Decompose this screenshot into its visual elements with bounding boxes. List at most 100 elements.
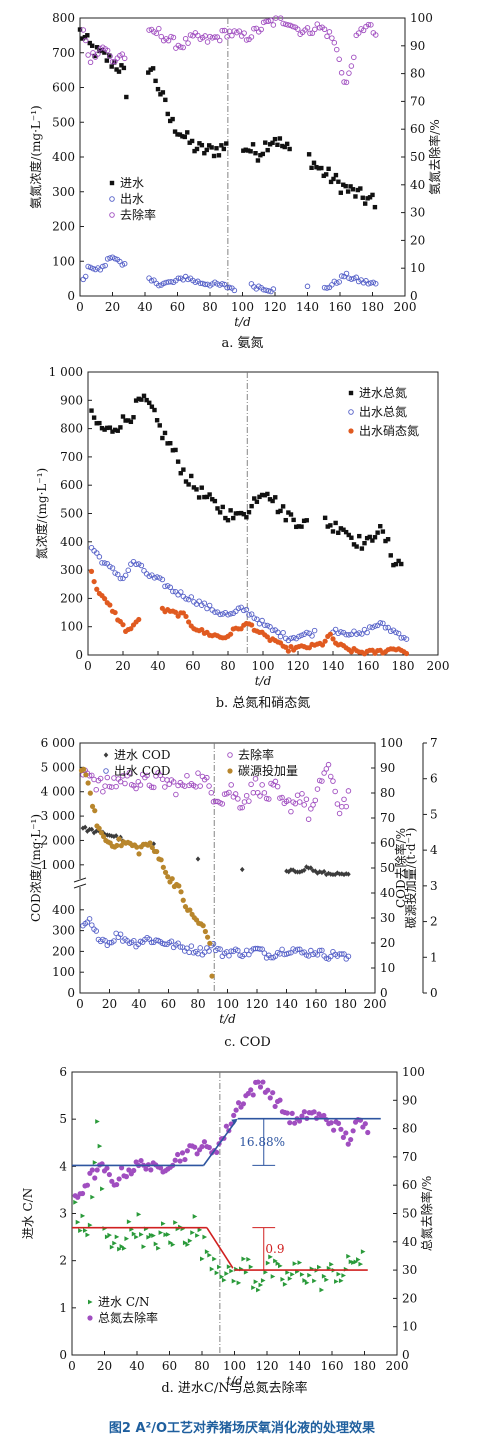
chart-caption: d. 进水C/N与总氮去除率: [161, 1380, 307, 1396]
cn-arrow: [206, 1227, 234, 1269]
data-point: [217, 946, 223, 952]
data-point: [165, 111, 170, 117]
data-point: [373, 32, 379, 38]
data-point: [219, 801, 226, 807]
legend-item: 碳源投加量: [227, 763, 298, 778]
mean-line-annotations: 16.88% 0.9: [72, 1117, 381, 1271]
x-tick-label: 200: [386, 1359, 409, 1373]
y-tick-label-right: 100: [380, 736, 403, 750]
data-point: [326, 29, 333, 35]
y-tick-label-right: 80: [380, 786, 395, 800]
data-point: [104, 256, 111, 262]
data-point: [165, 441, 170, 446]
data-point: [128, 419, 134, 425]
data-point: [285, 950, 292, 956]
data-point: [226, 284, 233, 291]
data-point: [334, 1279, 339, 1284]
legend-marker: [103, 768, 109, 774]
y-tick-label-left: 0: [67, 289, 75, 303]
y-tick-label-right: 100: [402, 1065, 425, 1079]
data-point: [279, 946, 285, 953]
data-point: [285, 797, 292, 803]
data-point: [86, 916, 93, 922]
data-point: [310, 802, 316, 808]
data-point: [97, 1143, 103, 1149]
x-tick-label: 20: [105, 300, 120, 314]
data-point: [362, 201, 368, 206]
data-point: [339, 803, 345, 810]
y-tick-label-left: 600: [60, 478, 83, 492]
legend-item: 去除率: [109, 207, 156, 222]
data-point: [162, 583, 168, 590]
x-tick-label: 60: [170, 300, 185, 314]
data-point: [175, 592, 181, 598]
data-point: [257, 494, 262, 500]
data-point: [240, 1101, 247, 1107]
data-point: [184, 772, 190, 779]
data-point: [278, 508, 283, 514]
x-axis-label: t/d: [226, 1374, 243, 1388]
data-point: [268, 1254, 273, 1260]
data-point: [341, 79, 347, 85]
y-tick-label-left: 2: [59, 1254, 67, 1268]
x-tick-label: 160: [305, 997, 328, 1011]
y-tick-label-left: 6 000: [41, 736, 75, 750]
data-point: [291, 517, 296, 523]
y-tick-label-left: 500: [52, 115, 75, 129]
data-point: [348, 276, 355, 282]
x-tick-label: 200: [394, 300, 417, 314]
data-point: [331, 39, 338, 46]
data-point: [79, 1190, 86, 1197]
data-point: [206, 1144, 212, 1151]
y-tick-label-right2: 4: [430, 843, 438, 857]
data-point: [168, 278, 174, 285]
legend-label: 出水总氮: [359, 404, 407, 419]
data-point: [343, 631, 349, 638]
y-tick-label-left: 200: [52, 220, 75, 234]
data-point: [122, 1245, 127, 1251]
data-point: [190, 1230, 195, 1236]
data-point: [285, 1270, 290, 1275]
x-tick-label: 0: [84, 659, 92, 673]
data-point: [336, 1271, 342, 1277]
x-tick-label: 100: [231, 300, 254, 314]
x-tick-label: 40: [150, 659, 165, 673]
y-tick-label-left: 1 000: [49, 365, 83, 379]
data-point: [314, 164, 319, 170]
data-point: [358, 1261, 364, 1267]
data-point: [99, 263, 106, 270]
legend-marker: [348, 409, 354, 415]
data-point: [125, 567, 131, 574]
data-point: [85, 1232, 91, 1238]
data-point: [112, 609, 118, 616]
data-point: [226, 952, 232, 959]
y-tick-label-right: 90: [410, 39, 425, 53]
x-tick-label: 160: [329, 300, 352, 314]
data-point: [88, 568, 95, 574]
data-point: [343, 270, 350, 277]
legend-marker: [348, 428, 354, 434]
data-point: [341, 1273, 346, 1278]
data-point: [259, 492, 265, 498]
data-point: [289, 1110, 295, 1117]
data-point: [368, 22, 374, 28]
data-point: [251, 25, 257, 32]
data-point: [210, 497, 215, 502]
data-point: [226, 789, 232, 796]
data-point: [134, 844, 140, 850]
data-point: [301, 867, 307, 873]
data-point: [96, 554, 103, 560]
data-point: [306, 152, 312, 157]
series-去除率: [80, 761, 352, 822]
data-point: [207, 1252, 212, 1258]
data-point: [248, 34, 255, 40]
data-point: [119, 1244, 125, 1249]
legend-marker: [109, 212, 115, 218]
data-point: [269, 627, 276, 633]
data-point: [393, 561, 399, 567]
data-point: [353, 631, 360, 637]
data-point: [114, 842, 120, 849]
data-point: [338, 190, 344, 195]
data-point: [228, 948, 234, 954]
data-point: [199, 627, 205, 633]
